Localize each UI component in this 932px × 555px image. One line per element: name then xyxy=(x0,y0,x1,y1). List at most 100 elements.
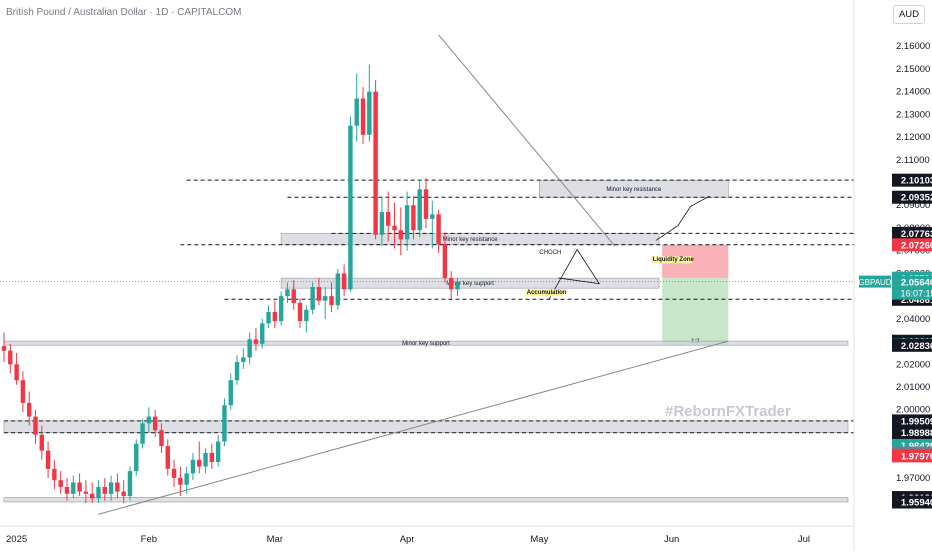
annotation-bg-1 xyxy=(651,256,693,264)
projection-path-down xyxy=(548,248,601,300)
candle-body-16 xyxy=(102,487,107,494)
price-label-bg-4 xyxy=(892,238,932,252)
annotation-1: Liquidity Zone xyxy=(653,257,695,263)
candle-body-49 xyxy=(310,287,315,310)
candle-body-2 xyxy=(14,364,19,381)
price-label-bg-14 xyxy=(892,449,932,463)
projection-path-up xyxy=(655,195,710,241)
candle-body-61 xyxy=(386,212,391,226)
candle-body-59 xyxy=(373,91,378,235)
candle-body-41 xyxy=(260,323,265,344)
candle-body-48 xyxy=(304,309,309,322)
candle-body-5 xyxy=(33,416,38,435)
key-zone-2 xyxy=(280,277,660,289)
annotation-bg-2 xyxy=(525,289,565,297)
y-tick-4: 2.12000 xyxy=(896,132,930,143)
candle-body-15 xyxy=(96,487,101,499)
y-tick-7: 2.09000 xyxy=(896,200,930,211)
candle-body-62 xyxy=(392,225,397,231)
candle-body-21 xyxy=(134,443,139,472)
candle-body-69 xyxy=(436,214,441,244)
price-label-bg-11 xyxy=(892,426,932,440)
price-label-0: 2.10103 xyxy=(901,176,932,187)
annotation-2: Accumulation xyxy=(527,290,567,296)
candle-body-4 xyxy=(26,402,32,417)
candle-body-58 xyxy=(367,91,372,135)
candle-body-35 xyxy=(222,405,227,442)
price-label-bg-0 xyxy=(892,173,932,187)
candle-body-30 xyxy=(190,459,196,474)
candle-body-66 xyxy=(417,189,422,231)
take-profit-zone xyxy=(662,278,729,345)
candle-body-54 xyxy=(341,273,347,290)
candle-body-31 xyxy=(197,459,202,467)
candle-body-0 xyxy=(1,346,7,351)
candle-body-25 xyxy=(159,430,164,447)
currency-button[interactable]: AUD xyxy=(893,5,925,24)
key-zone-5 xyxy=(3,497,849,503)
candle-body-20 xyxy=(127,471,133,497)
x-tick-0: 2025 xyxy=(6,534,27,545)
candle-countdown: 16:07:15 xyxy=(900,289,932,299)
symbol-badge-label: GBPAUD xyxy=(858,278,891,287)
candle-body-64 xyxy=(404,205,410,240)
x-tick-4: May xyxy=(530,534,548,545)
y-tick-15: 2.01000 xyxy=(896,382,930,393)
price-label-16: 1.95940 xyxy=(901,498,932,509)
candle-body-19 xyxy=(121,491,126,497)
candle-body-67 xyxy=(423,189,429,219)
candle-body-42 xyxy=(266,312,271,324)
y-tick-2: 2.14000 xyxy=(896,87,930,98)
current-price-value: 2.05640 xyxy=(901,278,932,289)
candle-body-10 xyxy=(64,487,70,494)
candle-body-47 xyxy=(297,302,303,322)
y-tick-16: 2.00000 xyxy=(896,405,930,416)
candle-body-32 xyxy=(203,452,208,467)
zone-label-1: Minor key resistance xyxy=(443,237,499,243)
y-tick-12: 2.04000 xyxy=(896,314,930,325)
y-tick-14: 2.02000 xyxy=(896,359,930,370)
y-tick-0: 2.16000 xyxy=(896,41,930,52)
candle-body-63 xyxy=(398,230,404,240)
price-label-9: 2.02836 xyxy=(901,341,932,352)
annotation-0: CHOCH xyxy=(539,250,561,256)
price-label-bg-9 xyxy=(892,338,932,352)
candle-body-71 xyxy=(448,277,454,290)
candle-body-9 xyxy=(58,480,63,488)
y-tick-19: 1.97000 xyxy=(896,473,930,484)
trendline-1 xyxy=(98,340,729,515)
candle-body-27 xyxy=(171,468,177,478)
candle-body-60 xyxy=(379,212,385,235)
price-label-bg-10 xyxy=(892,414,932,428)
y-tick-3: 2.13000 xyxy=(896,109,930,120)
candle-body-12 xyxy=(77,482,82,492)
candle-body-45 xyxy=(285,289,290,297)
candle-body-8 xyxy=(52,468,57,481)
chart-title: British Pound / Australian Dollar · 1D ·… xyxy=(6,7,242,18)
symbol-badge xyxy=(859,275,891,288)
candle-body-18 xyxy=(115,482,120,492)
candle-body-3 xyxy=(20,380,26,403)
price-label-1: 2.09352 xyxy=(901,193,932,204)
x-tick-5: Jun xyxy=(664,534,679,545)
candle-body-36 xyxy=(228,380,233,406)
candle-body-50 xyxy=(316,287,322,301)
candle-body-72 xyxy=(455,282,460,290)
candle-body-37 xyxy=(234,362,240,381)
price-label-2: 2.07763 xyxy=(901,229,932,240)
candle-body-29 xyxy=(184,473,189,485)
candle-body-38 xyxy=(241,357,246,363)
candle-body-14 xyxy=(89,493,95,499)
current-price-badge xyxy=(892,275,932,300)
watermark: #RebornFXTrader xyxy=(665,403,791,420)
zone-label-0: Minor key resistance xyxy=(606,187,662,193)
candle-body-44 xyxy=(278,296,284,322)
candle-body-52 xyxy=(329,296,334,306)
x-tick-3: Apr xyxy=(400,534,415,545)
candle-body-57 xyxy=(360,98,366,135)
candle-body-23 xyxy=(146,416,152,424)
candle-body-56 xyxy=(354,98,359,126)
candle-body-65 xyxy=(411,205,416,231)
